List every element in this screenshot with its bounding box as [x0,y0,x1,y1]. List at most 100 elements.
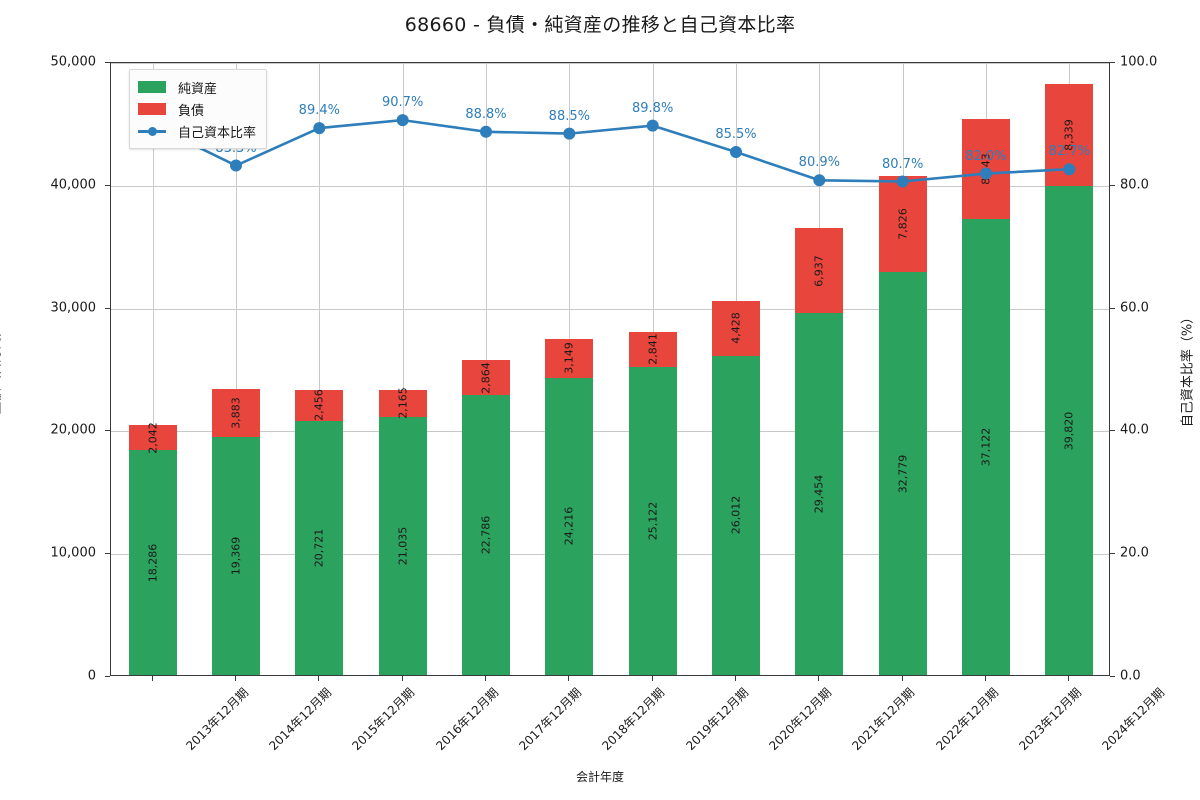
gridline-horizontal [111,431,1109,433]
bar-segment-equity[interactable]: 39,820 [1045,186,1094,675]
x-axis-tickmark [818,676,820,681]
x-axis-tickmark [901,676,903,681]
legend-item-label: 自己資本比率 [178,125,257,141]
bar-segment-equity[interactable]: 19,369 [211,437,261,675]
x-axis-tickmark [1068,676,1070,681]
y-axis-tick-left: 0 [87,668,96,684]
y-axis-tick-left: 40,000 [50,177,97,193]
bar-value-label-equity: 29,454 [812,474,826,514]
bar-segment-equity[interactable]: 24,216 [545,377,594,675]
plot-area: 18,286 2,042 19,369 3,883 20,721 2,456 21,035 2… [110,62,1110,676]
stacked-bar[interactable]: 29,454 6,937 [795,228,844,675]
stacked-bar[interactable]: 26,012 4,428 [711,301,761,675]
bar-segment-liabilities[interactable]: 2,841 [628,331,677,367]
bar-segment-liabilities[interactable]: 2,165 [378,387,427,420]
x-axis-tickmark [485,676,486,681]
y-axis-tick-right: 40.0 [1120,422,1149,438]
gridline-vertical [236,63,237,675]
x-axis-tickmark [401,676,403,681]
bar-segment-liabilities[interactable]: 6,937 [795,228,844,314]
ratio-data-point[interactable] [813,174,826,187]
bar-segment-equity[interactable]: 32,779 [878,272,927,675]
bar-segment-liabilities[interactable]: 3,883 [211,389,261,438]
ratio-data-point[interactable] [1063,163,1076,176]
x-axis-tickmark [735,676,736,681]
x-axis-tickmark [151,676,153,681]
ratio-value-label: 88.8% [465,106,507,122]
bar-segment-equity[interactable]: 18,286 [128,450,177,675]
bar-value-label-equity: 32,779 [896,454,910,493]
ratio-value-label: 89.8% [632,100,674,116]
bar-segment-equity[interactable]: 29,454 [795,313,844,675]
ratio-value-label: 89.4% [298,103,340,119]
stacked-bar[interactable]: 21,035 2,165 [378,387,427,675]
x-axis-tick-label: 2022年12月期 [933,685,1001,754]
bar-value-label-liabilities: 2,841 [646,333,660,365]
ratio-value-label: 82.0% [965,148,1007,164]
bar-segment-equity[interactable]: 37,122 [961,219,1011,675]
ratio-data-point[interactable] [480,125,492,138]
ratio-value-label: 90.7% [382,95,424,111]
x-axis-tick-label: 2015年12月期 [349,685,418,754]
stacked-bar[interactable]: 32,779 7,826 [878,176,927,675]
ratio-data-point[interactable] [980,167,992,180]
x-axis-tickmark [985,676,986,681]
gridline-vertical [152,63,154,675]
bar-value-label-liabilities: 2,165 [396,387,410,420]
y-axis-label-left: 金額（百万円） [0,323,4,415]
ratio-data-point[interactable] [313,122,326,135]
bar-segment-liabilities[interactable]: 3,149 [545,338,594,378]
x-axis-tick-label: 2016年12月期 [433,685,501,754]
stacked-bar[interactable]: 25,122 2,841 [628,331,677,675]
bar-value-label-equity: 24,216 [562,507,576,546]
bar-segment-liabilities[interactable]: 2,042 [128,422,177,454]
ratio-data-point[interactable] [230,159,242,172]
ratio-data-point[interactable] [646,119,659,132]
stacked-bar[interactable]: 22,786 2,864 [461,360,511,675]
y-axis-tickmark-right [1110,62,1115,63]
stacked-bar[interactable]: 37,1228,143 [961,119,1011,675]
y-axis-tick-right: 0.0 [1120,668,1141,684]
legend-item-1[interactable]: 純資産 [138,76,256,98]
x-axis-tick-label: 2024年12月期 [1099,685,1168,754]
chart-title: 68660 - 負債・純資産の推移と自己資本比率 [404,14,796,36]
bar-segment-liabilities[interactable]: 7,826 [878,176,927,273]
bar-segment-equity[interactable]: 20,721 [295,420,344,675]
stacked-bar[interactable]: 18,286 2,042 [128,422,177,675]
legend-item-2[interactable]: 負債 [138,98,256,120]
x-axis-tick-label: 2017年12月期 [516,685,585,754]
bar-segment-liabilities[interactable]: 2,864 [461,360,511,396]
ratio-data-point[interactable] [896,175,909,188]
bar-segment-equity[interactable]: 25,122 [628,366,677,675]
bar-value-label-equity: 19,369 [229,536,243,576]
stacked-bar[interactable]: 19,369 3,883 [211,389,261,675]
bar-segment-liabilities[interactable]: 2,456 [295,390,344,421]
stacked-bar[interactable]: 20,721 2,456 [295,390,344,675]
legend-item-label: 純資産 [178,81,218,97]
bar-segment-equity[interactable]: 22,786 [461,395,511,675]
bar-value-label-liabilities: 3,883 [229,397,243,430]
stacked-bar[interactable]: 24,216 3,149 [545,338,594,675]
y-axis-tickmark-right [1110,184,1115,186]
bar-segment-liabilities[interactable]: 4,428 [711,301,761,356]
bar-segment-equity[interactable]: 26,012 [711,355,761,675]
y-axis-tickmark-right [1110,307,1115,309]
gridline-horizontal [111,554,1109,556]
ratio-data-point[interactable] [563,127,576,140]
ratio-data-point[interactable] [730,146,742,159]
y-axis-tick-left: 30,000 [50,300,97,316]
y-axis-tick-right: 100.0 [1120,54,1158,70]
legend-item-3[interactable]: 自己資本比率 [138,120,256,142]
bar-value-label-liabilities: 2,042 [146,422,160,454]
ratio-value-label: 80.7% [882,156,924,172]
bar-value-label-liabilities: 2,864 [479,361,493,394]
legend-swatch-icon [138,103,166,115]
ratio-line-series [146,114,1076,188]
ratio-data-point[interactable] [396,114,409,127]
bar-value-label-liabilities: 7,826 [896,208,910,241]
y-axis-tick-right: 60.0 [1120,300,1149,316]
y-axis-tickmark-left [105,184,110,186]
bar-segment-equity[interactable]: 21,035 [378,416,427,675]
gridline-horizontal [111,185,1109,187]
